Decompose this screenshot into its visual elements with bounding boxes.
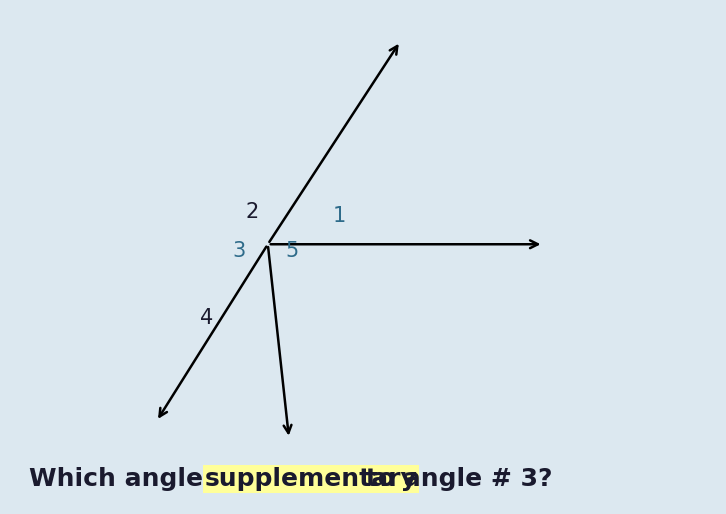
Text: 3: 3 — [232, 241, 245, 261]
Text: 5: 5 — [285, 241, 298, 261]
Text: 4: 4 — [200, 308, 213, 327]
Text: to angle # 3?: to angle # 3? — [356, 467, 552, 491]
Text: supplementary: supplementary — [205, 467, 417, 491]
Text: Which angle is: Which angle is — [29, 467, 244, 491]
Text: 1: 1 — [333, 206, 346, 226]
Text: 2: 2 — [245, 202, 258, 222]
